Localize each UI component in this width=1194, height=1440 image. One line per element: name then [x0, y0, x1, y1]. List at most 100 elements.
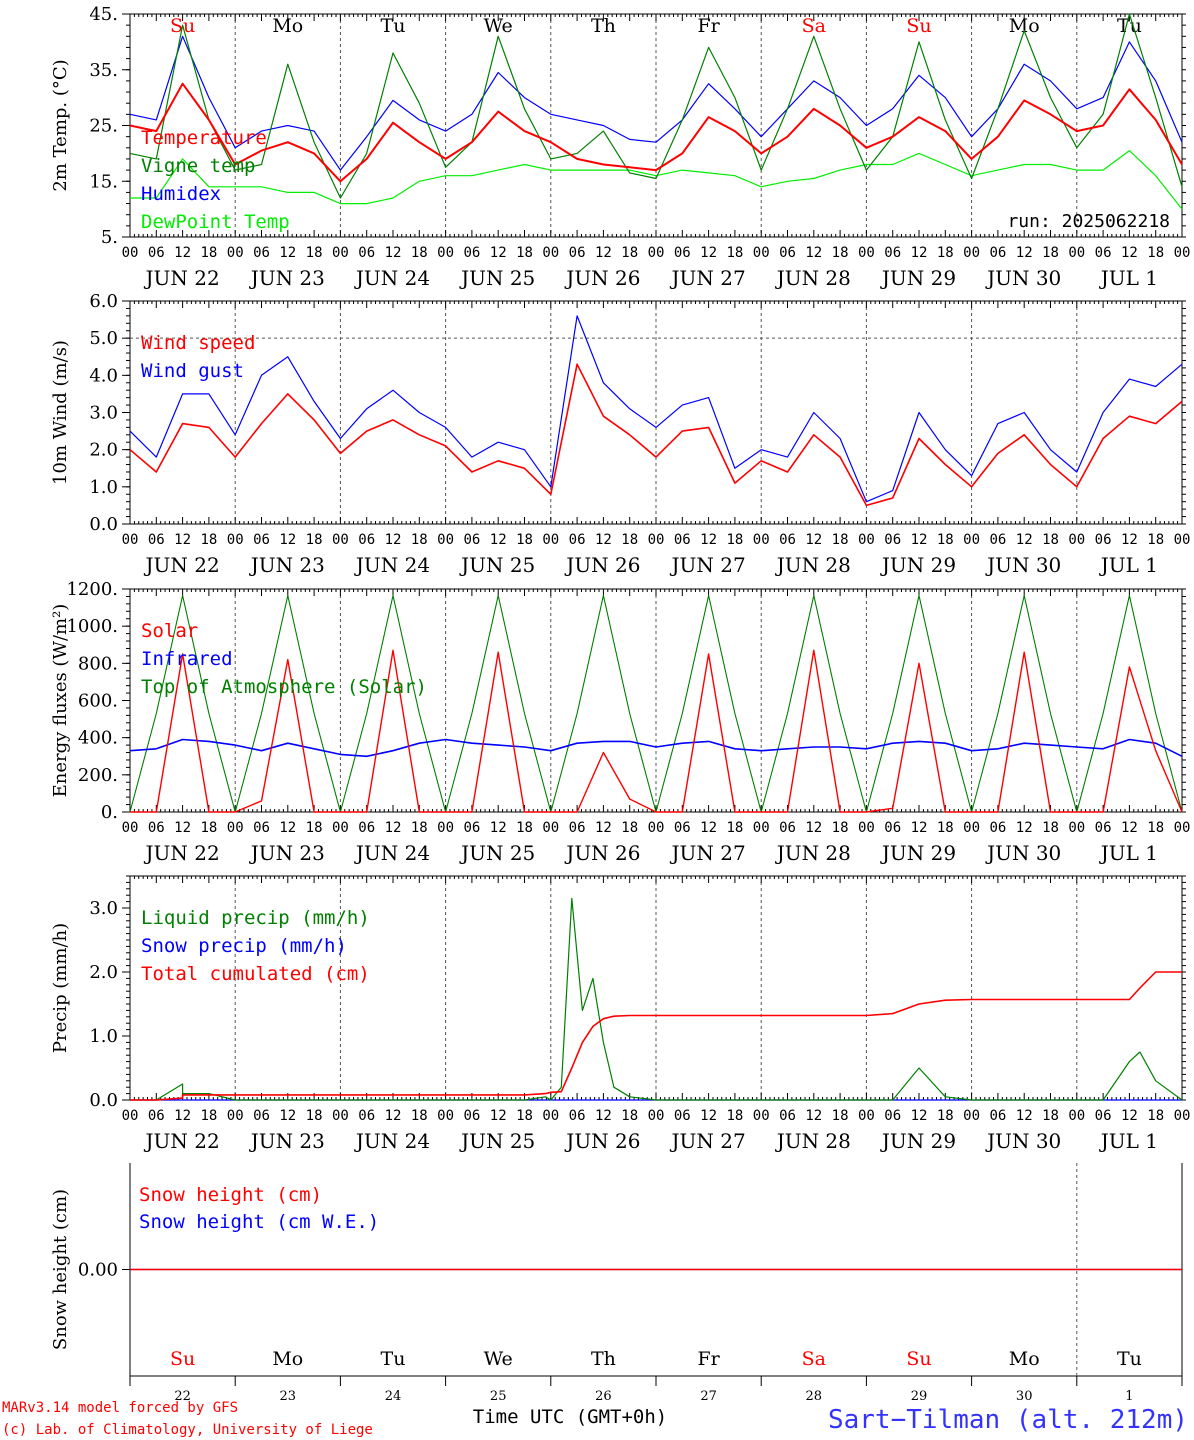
weekday-label: We	[484, 15, 513, 37]
hour-label: 18	[306, 1108, 323, 1124]
weekday-label: Su	[906, 15, 931, 37]
hour-label: 00	[122, 820, 139, 836]
y-tick-label: 0.0	[89, 514, 118, 535]
hour-label: 18	[411, 820, 428, 836]
weekday-label: Fr	[697, 15, 720, 37]
hour-label: 00	[542, 245, 559, 261]
hour-label: 18	[200, 1108, 217, 1124]
weekday-label: Fr	[697, 1348, 720, 1370]
date-label: JUN 29	[880, 1129, 956, 1153]
hour-label: 00	[963, 532, 980, 548]
hour-label: 06	[463, 1108, 480, 1124]
hour-label: 18	[516, 532, 533, 548]
day-number-label: 30	[1016, 1389, 1033, 1404]
legend-label: Wind speed	[141, 332, 255, 354]
hour-label: 18	[937, 1108, 954, 1124]
hour-label: 18	[621, 1108, 638, 1124]
copyright-credit: (c) Lab. of Climatology, University of L…	[2, 1422, 373, 1438]
y-tick-label: 6.0	[89, 291, 118, 312]
y-tick-label: 600.	[78, 691, 118, 712]
hour-label: 12	[1121, 820, 1138, 836]
hour-label: 00	[227, 1108, 244, 1124]
legend-label: DewPoint Temp	[141, 211, 290, 233]
date-label: JUN 27	[670, 841, 746, 865]
y-tick-label: 0.	[101, 802, 118, 823]
day-number-label: 26	[595, 1389, 612, 1404]
hour-label: 18	[1042, 820, 1059, 836]
hour-label: 18	[832, 1108, 849, 1124]
hour-label: 00	[858, 820, 875, 836]
hour-label: 06	[779, 820, 796, 836]
hour-label: 00	[963, 820, 980, 836]
hour-label: 12	[279, 1108, 296, 1124]
y-axis-label: 10m Wind (m/s)	[50, 340, 71, 485]
hour-label: 00	[1068, 820, 1085, 836]
date-label: JUN 30	[985, 266, 1061, 290]
hour-label: 18	[516, 1108, 533, 1124]
hour-label: 12	[1016, 1108, 1033, 1124]
date-label: JUL 1	[1099, 266, 1158, 290]
y-tick-label: 35.	[89, 60, 118, 81]
legend-label: Snow precip (mm/h)	[141, 935, 347, 957]
hour-label: 12	[700, 245, 717, 261]
y-tick-label: 5.0	[89, 328, 118, 349]
hour-label: 18	[937, 532, 954, 548]
date-label: JUN 23	[249, 553, 325, 577]
hour-label: 18	[832, 245, 849, 261]
legend-label: Top of Atmosphere (Solar)	[141, 676, 427, 698]
hour-label: 12	[700, 820, 717, 836]
date-label: JUN 22	[144, 841, 220, 865]
day-number-label: 27	[700, 1389, 717, 1404]
hour-label: 18	[306, 820, 323, 836]
x-axis-title: Time UTC (GMT+0h)	[473, 1406, 667, 1428]
series-line-liquid-precip-mm-h-	[130, 897, 1183, 1101]
hour-label: 00	[332, 820, 349, 836]
hour-label: 18	[306, 245, 323, 261]
hour-label: 06	[1095, 532, 1112, 548]
y-tick-label: 0.0	[89, 1090, 118, 1111]
footer: MARv3.14 model forced by GFS (c) Lab. of…	[2, 1400, 1188, 1438]
hour-label: 06	[253, 245, 270, 261]
y-axis-label: Snow height (cm)	[50, 1189, 71, 1350]
hour-label: 00	[753, 245, 770, 261]
hour-label: 12	[490, 532, 507, 548]
hour-label: 06	[463, 532, 480, 548]
hour-label: 12	[174, 245, 191, 261]
hour-label: 06	[884, 532, 901, 548]
hour-label: 12	[805, 245, 822, 261]
hour-label: 06	[463, 820, 480, 836]
hour-label: 00	[1068, 1108, 1085, 1124]
hour-label: 06	[779, 1108, 796, 1124]
date-label: JUN 25	[459, 841, 535, 865]
location-label: Sart−Tilman (alt. 212m)	[828, 1405, 1188, 1435]
hour-label: 00	[437, 245, 454, 261]
y-tick-label: 400.	[78, 728, 118, 749]
hour-label: 06	[989, 532, 1006, 548]
hour-label: 06	[569, 820, 586, 836]
hour-label: 12	[595, 820, 612, 836]
panel-energy: 0. 200. 400. 600. 800. 1000. 1200. Energy fluxe…	[50, 579, 1190, 865]
hour-label: 00	[437, 532, 454, 548]
date-label: JUN 26	[564, 1129, 640, 1153]
date-label: JUN 28	[775, 266, 851, 290]
panel-temp: 5. 15. 25. 35. 45. 2m Temp. (°C) 00 06 12 18 JUN 2…	[50, 4, 1190, 290]
hour-label: 06	[1095, 1108, 1112, 1124]
y-tick-label: 200.	[78, 765, 118, 786]
hour-label: 06	[463, 245, 480, 261]
hour-label: 18	[832, 820, 849, 836]
hour-label: 06	[569, 1108, 586, 1124]
hour-label: 18	[516, 820, 533, 836]
day-number-label: 29	[911, 1389, 928, 1404]
legend-label: Wind gust	[141, 360, 244, 382]
hour-label: 18	[306, 532, 323, 548]
hour-label: 00	[1068, 245, 1085, 261]
hour-label: 06	[989, 1108, 1006, 1124]
date-label: JUN 26	[564, 266, 640, 290]
hour-label: 00	[858, 245, 875, 261]
date-label: JUN 29	[880, 841, 956, 865]
y-tick-label: 2.0	[89, 962, 118, 983]
day-number-label: 28	[806, 1389, 823, 1404]
hour-label: 12	[490, 1108, 507, 1124]
hour-label: 00	[542, 820, 559, 836]
hour-label: 00	[648, 245, 665, 261]
